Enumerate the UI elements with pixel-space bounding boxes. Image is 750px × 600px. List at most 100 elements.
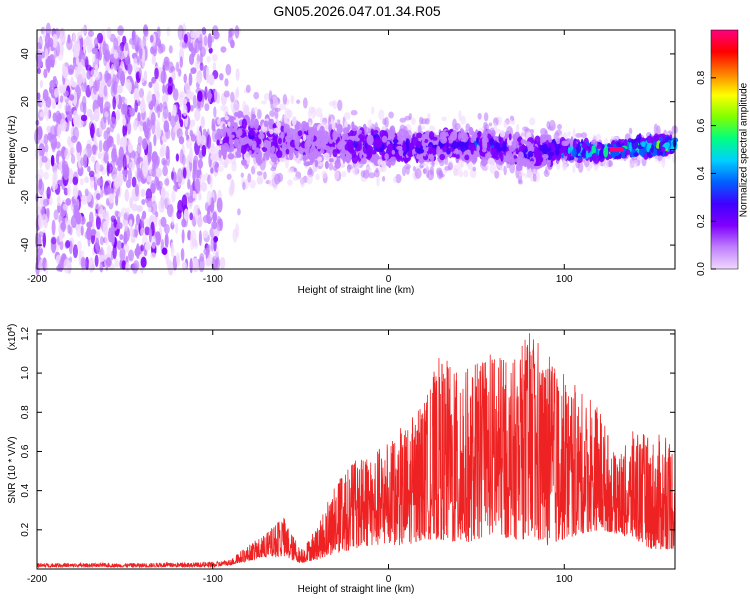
- spectrogram-band-blob: [234, 112, 239, 117]
- spectrogram-noise-blob: [44, 106, 50, 121]
- spectrogram-band-blob: [581, 142, 588, 149]
- spectrogram-halo-blob: [263, 171, 267, 180]
- snr-frame: [36, 329, 676, 570]
- spectrogram-band-blob: [536, 155, 544, 164]
- spectrogram-y-tick-label: 0: [20, 146, 31, 152]
- spectrogram-band-blob: [271, 156, 278, 163]
- spectrogram-noise-blob: [153, 159, 160, 169]
- spectrogram-noise-blob: [181, 218, 187, 228]
- spectrogram-noise-blob: [43, 171, 49, 180]
- spectrogram-noise-blob: [176, 128, 183, 139]
- spectrogram-band-blob: [575, 143, 582, 154]
- spectrogram-band-blob: [257, 150, 263, 162]
- spectrogram-noise-blob: [90, 123, 95, 139]
- spectrogram-noise-blob: [164, 60, 170, 71]
- spectrogram-noise-blob: [129, 107, 136, 117]
- spectrogram-halo-blob: [414, 168, 422, 179]
- spectrogram-noise-blob: [54, 88, 59, 98]
- spectrogram-band-blob: [328, 158, 334, 163]
- spectrogram-halo-blob: [388, 111, 394, 119]
- spectrogram-noise-blob: [166, 26, 171, 37]
- spectrogram-noise-blob: [96, 248, 102, 255]
- spectrogram-noise-blob: [48, 54, 55, 67]
- spectrogram-halo-blob: [232, 102, 240, 113]
- spectrogram-noise-blob: [206, 56, 211, 63]
- spectrogram-noise-blob: [95, 216, 101, 230]
- spectrogram-halo-blob: [411, 117, 416, 126]
- spectrogram-noise-blob: [53, 209, 59, 221]
- spectrogram-noise-blob: [206, 190, 212, 206]
- spectrogram-band-blob: [384, 153, 389, 160]
- snr-y-tick-label: 0.2: [20, 522, 31, 536]
- spectrogram-halo-blob: [307, 110, 312, 119]
- spectrogram-noise-blob: [60, 210, 65, 218]
- spectrogram-band-blob: [658, 136, 663, 142]
- spectrogram-noise-blob: [167, 61, 174, 74]
- spectrogram-noise-blob: [123, 218, 129, 232]
- spectrogram-halo-blob: [483, 112, 489, 122]
- spectrogram-noise-blob: [80, 114, 88, 122]
- spectrogram-noise-blob: [124, 189, 130, 202]
- spectrogram-noise-blob: [144, 124, 150, 138]
- spectrogram-noise-blob: [120, 103, 128, 116]
- spectrogram-band-blob: [603, 146, 609, 158]
- spectrogram-halo-blob: [337, 119, 341, 125]
- spectrogram-band-blob: [227, 153, 235, 160]
- spectrogram-band-blob: [286, 135, 290, 140]
- spectrogram-noise-blob: [62, 160, 69, 176]
- spectrogram-band-blob: [563, 140, 570, 146]
- spectrogram-noise-blob: [112, 73, 117, 87]
- spectrogram-noise-blob: [80, 81, 88, 92]
- spectrogram-band-blob: [276, 149, 283, 159]
- spectrogram-band-blob: [316, 141, 322, 150]
- spectrogram-noise-blob: [87, 165, 91, 173]
- spectrogram-band-blob: [336, 123, 343, 135]
- spectrogram-band-blob: [271, 145, 276, 153]
- spectrogram-noise-blob: [98, 86, 105, 98]
- spectrogram-band-blob: [650, 144, 654, 153]
- spectrogram-x-tick-label: 0: [386, 274, 392, 285]
- spectrogram-band-blob: [273, 127, 280, 134]
- spectrogram-noise-blob: [201, 181, 208, 192]
- spectrogram-noise-blob: [205, 257, 212, 267]
- spectrogram-band-blob: [623, 138, 628, 148]
- spectrogram-noise-blob: [135, 213, 141, 226]
- spectrogram-halo-blob: [223, 90, 230, 98]
- spectrogram-noise-blob: [36, 55, 42, 69]
- spectrogram-halo-blob: [341, 171, 347, 178]
- spectrogram-halo-blob: [378, 109, 385, 121]
- spectrogram-band-blob: [228, 139, 233, 145]
- spectrogram-noise-blob: [208, 47, 213, 54]
- spectrogram-noise-blob: [113, 56, 120, 71]
- colorbar: 0.0 0.2 0.4 0.6 0.8 Normalized spectral ampl…: [696, 29, 750, 276]
- spectrogram-halo-blob: [438, 171, 443, 178]
- spectrogram-noise-blob: [146, 175, 152, 183]
- spectrogram-band-blob: [416, 140, 422, 149]
- spectrogram-band-blob: [308, 127, 315, 138]
- spectrogram-noise-blob: [122, 170, 128, 182]
- spectrogram-noise-blob: [88, 170, 95, 178]
- spectrogram-noise-blob: [59, 33, 64, 47]
- figure-title: GN05.2026.047.01.34.R05: [273, 3, 441, 19]
- spectrogram-noise-blob: [120, 70, 126, 87]
- spectrogram-noise-blob: [50, 134, 58, 150]
- spectrogram-noise-blob: [213, 106, 217, 118]
- spectrogram-noise-blob: [95, 50, 99, 60]
- spectrogram-halo-blob: [290, 95, 295, 105]
- snr-y-tick-label: 0.8: [20, 405, 31, 419]
- spectrogram-band-blob: [266, 140, 272, 146]
- spectrogram-halo-blob: [392, 176, 397, 183]
- spectrogram-band-blob: [526, 159, 531, 170]
- spectrogram-noise-blob: [141, 199, 146, 206]
- spectrogram-noise-blob: [162, 159, 168, 167]
- spectrogram-noise-blob: [79, 178, 84, 186]
- spectrogram-band-blob: [631, 139, 639, 150]
- snr-x-tick-label: -200: [27, 574, 47, 585]
- spectrogram-halo-blob: [350, 109, 358, 116]
- spectrogram-band-blob: [265, 153, 270, 161]
- spectrogram-band-blob: [567, 146, 571, 155]
- spectrogram-noise-blob: [155, 179, 161, 191]
- spectrogram-band-blob: [373, 129, 379, 134]
- spectrogram-noise-blob: [225, 64, 232, 76]
